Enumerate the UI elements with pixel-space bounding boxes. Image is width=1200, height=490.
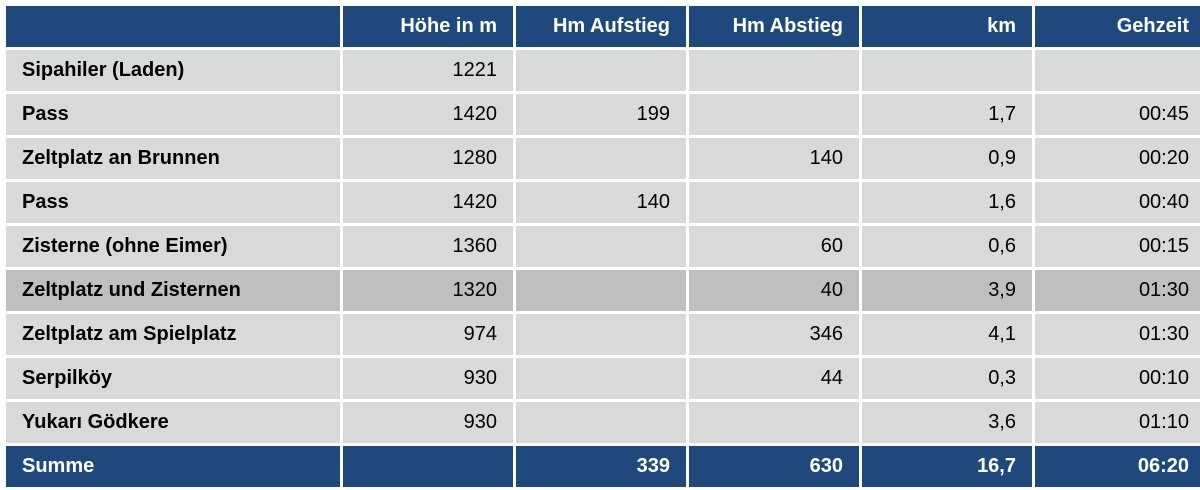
cell-name: Zeltplatz am Spielplatz: [6, 314, 340, 355]
cell-name: Pass: [6, 182, 340, 223]
cell-hoehe: 930: [343, 358, 513, 399]
cell-abstieg: [689, 94, 859, 135]
cell-gehzeit: 00:40: [1035, 182, 1200, 223]
cell-gehzeit: 00:10: [1035, 358, 1200, 399]
header-km: km: [862, 6, 1032, 47]
table-row: Zeltplatz an Brunnen 1280 140 0,9 00:20: [6, 138, 1200, 179]
cell-hoehe: 1420: [343, 182, 513, 223]
cell-km: 0,6: [862, 226, 1032, 267]
cell-abstieg: [689, 50, 859, 91]
table-row: Pass 1420 140 1,6 00:40: [6, 182, 1200, 223]
summary-hoehe: [343, 446, 513, 487]
cell-abstieg: [689, 402, 859, 443]
table-row: Yukarı Gödkere 930 3,6 01:10: [6, 402, 1200, 443]
cell-name: Yukarı Gödkere: [6, 402, 340, 443]
summary-km: 16,7: [862, 446, 1032, 487]
cell-abstieg: 346: [689, 314, 859, 355]
summary-aufstieg: 339: [516, 446, 686, 487]
table-row: Serpilköy 930 44 0,3 00:10: [6, 358, 1200, 399]
table-row: Zeltplatz am Spielplatz 974 346 4,1 01:3…: [6, 314, 1200, 355]
cell-km: 3,9: [862, 270, 1032, 311]
cell-aufstieg: [516, 402, 686, 443]
header-hoehe: Höhe in m: [343, 6, 513, 47]
cell-km: 3,6: [862, 402, 1032, 443]
table-row-highlighted: Zeltplatz und Zisternen 1320 40 3,9 01:3…: [6, 270, 1200, 311]
cell-km: 4,1: [862, 314, 1032, 355]
route-table: Höhe in m Hm Aufstieg Hm Abstieg km Gehz…: [3, 3, 1200, 490]
cell-name: Zeltplatz und Zisternen: [6, 270, 340, 311]
cell-km: 1,6: [862, 182, 1032, 223]
cell-gehzeit: [1035, 50, 1200, 91]
cell-aufstieg: [516, 358, 686, 399]
cell-name: Zeltplatz an Brunnen: [6, 138, 340, 179]
cell-name: Pass: [6, 94, 340, 135]
cell-abstieg: 40: [689, 270, 859, 311]
cell-gehzeit: 00:20: [1035, 138, 1200, 179]
cell-gehzeit: 01:10: [1035, 402, 1200, 443]
cell-hoehe: 1320: [343, 270, 513, 311]
cell-gehzeit: 01:30: [1035, 314, 1200, 355]
cell-hoehe: 1280: [343, 138, 513, 179]
table-row: Sipahiler (Laden) 1221: [6, 50, 1200, 91]
cell-gehzeit: 00:15: [1035, 226, 1200, 267]
cell-abstieg: 60: [689, 226, 859, 267]
table-row: Zisterne (ohne Eimer) 1360 60 0,6 00:15: [6, 226, 1200, 267]
header-abstieg: Hm Abstieg: [689, 6, 859, 47]
cell-km: [862, 50, 1032, 91]
header-aufstieg: Hm Aufstieg: [516, 6, 686, 47]
cell-aufstieg: [516, 138, 686, 179]
cell-hoehe: 1360: [343, 226, 513, 267]
cell-hoehe: 974: [343, 314, 513, 355]
cell-km: 0,9: [862, 138, 1032, 179]
cell-aufstieg: [516, 226, 686, 267]
header-gehzeit: Gehzeit: [1035, 6, 1200, 47]
cell-gehzeit: 01:30: [1035, 270, 1200, 311]
cell-aufstieg: 199: [516, 94, 686, 135]
cell-hoehe: 1221: [343, 50, 513, 91]
header-name: [6, 6, 340, 47]
summary-label: Summe: [6, 446, 340, 487]
cell-aufstieg: 140: [516, 182, 686, 223]
cell-km: 0,3: [862, 358, 1032, 399]
summary-row: Summe 339 630 16,7 06:20: [6, 446, 1200, 487]
cell-abstieg: 44: [689, 358, 859, 399]
cell-km: 1,7: [862, 94, 1032, 135]
cell-name: Zisterne (ohne Eimer): [6, 226, 340, 267]
cell-name: Serpilköy: [6, 358, 340, 399]
cell-aufstieg: [516, 50, 686, 91]
cell-gehzeit: 00:45: [1035, 94, 1200, 135]
table-row: Pass 1420 199 1,7 00:45: [6, 94, 1200, 135]
header-row: Höhe in m Hm Aufstieg Hm Abstieg km Gehz…: [6, 6, 1200, 47]
summary-abstieg: 630: [689, 446, 859, 487]
cell-name: Sipahiler (Laden): [6, 50, 340, 91]
cell-abstieg: [689, 182, 859, 223]
cell-hoehe: 1420: [343, 94, 513, 135]
cell-aufstieg: [516, 314, 686, 355]
cell-abstieg: 140: [689, 138, 859, 179]
cell-aufstieg: [516, 270, 686, 311]
summary-gehzeit: 06:20: [1035, 446, 1200, 487]
cell-hoehe: 930: [343, 402, 513, 443]
